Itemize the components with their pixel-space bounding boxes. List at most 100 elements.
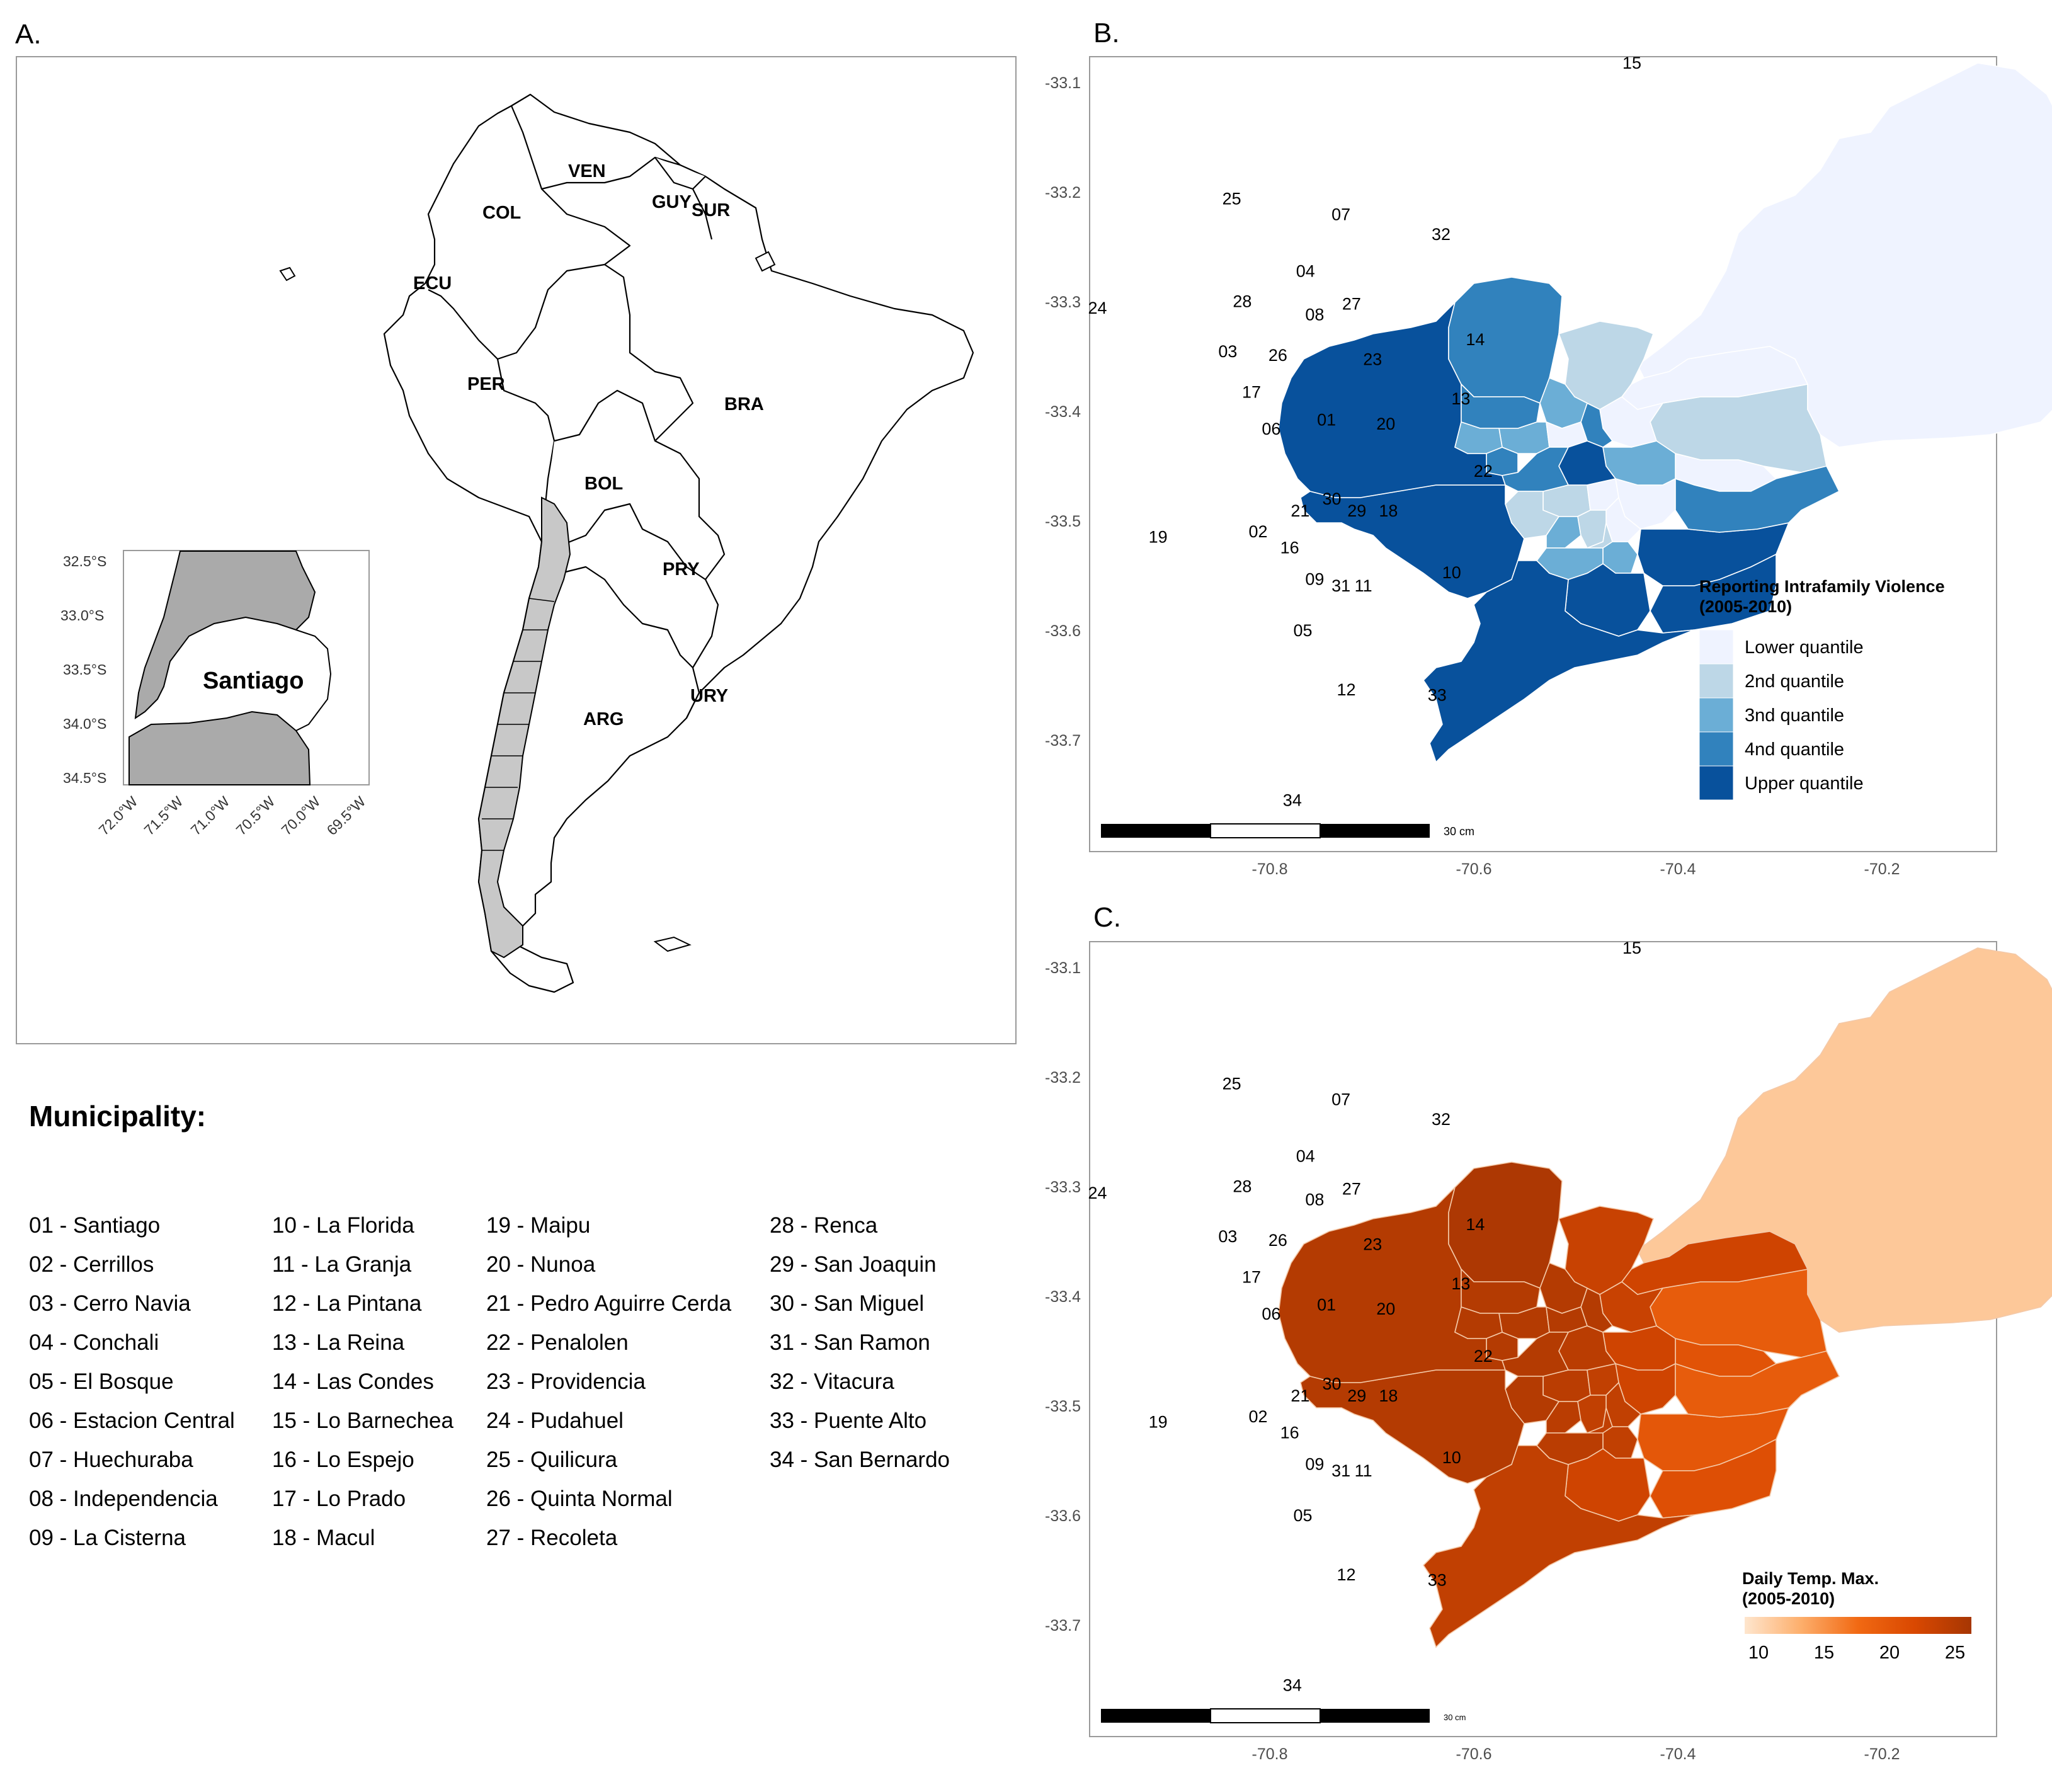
country-label-bra: BRA: [724, 394, 764, 414]
municipality-label-28: 28: [1233, 292, 1251, 311]
municipality-label-33: 33: [1428, 685, 1447, 704]
country-label-bol: BOL: [584, 474, 624, 494]
y-tick-label: -33.2: [1045, 184, 1081, 202]
municipality-column-3: 19 - Maipu 20 - Nunoa 21 - Pedro Aguirre C…: [486, 1206, 731, 1558]
municipality-label-26: 26: [1268, 346, 1287, 365]
municipality-label-21: 21: [1291, 501, 1309, 520]
municipality-06: [1501, 447, 1570, 492]
municipality-label-13: 13: [1451, 389, 1470, 408]
municipality-label-29: 29: [1347, 501, 1366, 520]
municipality-label-14: 14: [1466, 1215, 1485, 1234]
islands: [279, 251, 776, 952]
legend-daily-temp-max: Daily Temp. Max.(2005-2010) 10 15 20 25: [1742, 1569, 1971, 1663]
country-label-ury: URY: [690, 686, 729, 706]
municipality-label-24: 24: [1088, 299, 1107, 317]
municipality-label-23: 23: [1363, 350, 1382, 368]
chile-strip: [477, 496, 571, 959]
municipality-label-17: 17: [1242, 1268, 1261, 1287]
municipality-34: [1422, 560, 1695, 763]
country-label-per: PER: [467, 374, 505, 394]
inset-lon-tick: 70.5°W: [232, 793, 278, 839]
legend-subtitle: (2005-2010): [1699, 597, 1792, 616]
municipality-label-31: 31: [1331, 1461, 1350, 1480]
y-tick-label: -33.3: [1045, 1178, 1081, 1196]
inset-lon-tick: 70.0°W: [278, 793, 324, 839]
municipality-item: 28 - Renca: [770, 1213, 878, 1238]
municipality-item: 08 - Independencia: [29, 1487, 218, 1511]
country-label-ecu: ECU: [413, 273, 452, 294]
municipality-label-05: 05: [1294, 1506, 1313, 1525]
municipality-item: 24 - Pudahuel: [486, 1408, 624, 1433]
municipality-item: 16 - Lo Espejo: [272, 1447, 414, 1472]
municipality-item: 12 - La Pintana: [272, 1291, 422, 1316]
scale-bar: 30 cm: [1101, 1708, 1466, 1723]
municipality-label-09: 09: [1305, 569, 1324, 588]
country-label-pry: PRY: [663, 559, 700, 579]
municipality-05: [1536, 547, 1604, 580]
legend-swatch: [1699, 765, 1734, 801]
municipality-label-02: 02: [1248, 1407, 1267, 1426]
municipality-polygons: [1278, 947, 2052, 1648]
legend-tick: 15: [1814, 1643, 1834, 1663]
panel-b-choropleth: -33.1 -33.2 -33.3 -33.4 -33.5 -33.6 -33.7 -70.8…: [1045, 54, 2052, 878]
legend-title: Daily Temp. Max.: [1742, 1569, 1879, 1588]
x-tick-label: -70.8: [1252, 860, 1288, 878]
inset-lat-tick: 33.5°S: [63, 661, 107, 678]
municipality-item: 22 - Penalolen: [486, 1330, 629, 1355]
x-tick-label: -70.4: [1660, 1745, 1696, 1763]
municipality-label-13: 13: [1451, 1274, 1470, 1293]
scale-bar-label: 30 cm: [1444, 1713, 1466, 1722]
inset-santiago-label: Santiago: [203, 668, 304, 694]
municipality-item: 29 - San Joaquin: [770, 1252, 937, 1277]
municipality-label-07: 07: [1331, 1090, 1350, 1109]
municipality-item: 09 - La Cisterna: [29, 1526, 186, 1550]
municipality-label-22: 22: [1474, 462, 1493, 481]
municipality-09: [1577, 510, 1607, 549]
legend-label: Lower quantile: [1745, 637, 1864, 658]
municipality-34: [1422, 1445, 1695, 1648]
municipality-label-09: 09: [1305, 1454, 1324, 1473]
municipality-item: 21 - Pedro Aguirre Cerda: [486, 1291, 732, 1316]
inset-lat-tick: 32.5°S: [63, 553, 107, 569]
municipality-item: 32 - Vitacura: [770, 1369, 894, 1394]
y-tick-label: -33.5: [1045, 1398, 1081, 1415]
panel-a-letter: A.: [15, 19, 42, 50]
municipality-label-16: 16: [1280, 1423, 1299, 1442]
municipality-column-1: 01 - Santiago 02 - Cerrillos 03 - Cerro Na…: [29, 1206, 235, 1558]
municipality-label-04: 04: [1296, 1146, 1315, 1165]
municipality-label-19: 19: [1149, 1413, 1168, 1432]
municipality-item: 33 - Puente Alto: [770, 1408, 927, 1433]
municipality-label-24: 24: [1088, 1184, 1107, 1202]
legend-label: 4nd quantile: [1745, 739, 1844, 760]
municipality-item: 04 - Conchali: [29, 1330, 159, 1355]
country-label-ven: VEN: [568, 161, 606, 181]
legend-label: 3nd quantile: [1745, 705, 1844, 726]
y-tick-label: -33.1: [1045, 74, 1081, 92]
inset-lon-tick: 72.0°W: [95, 793, 141, 839]
municipality-label-08: 08: [1305, 1190, 1324, 1209]
municipality-label-06: 06: [1262, 419, 1280, 438]
municipality-label-18: 18: [1379, 1386, 1398, 1405]
panel-c-letter: C.: [1093, 902, 1121, 933]
municipality-item: 10 - La Florida: [272, 1213, 414, 1238]
municipality-item: 19 - Maipu: [486, 1213, 591, 1238]
x-tick-label: -70.6: [1456, 860, 1492, 878]
municipality-item: 13 - La Reina: [272, 1330, 405, 1355]
municipality-item: 20 - Nunoa: [486, 1252, 596, 1277]
legend-subtitle: (2005-2010): [1742, 1589, 1835, 1608]
municipality-item: 34 - San Bernardo: [770, 1447, 950, 1472]
municipality-label-03: 03: [1218, 342, 1237, 361]
municipality-item: 05 - El Bosque: [29, 1369, 174, 1394]
municipality-label-11: 11: [1355, 576, 1372, 595]
municipality-09: [1577, 1395, 1607, 1434]
inset-lat-tick: 34.5°S: [63, 770, 107, 786]
municipality-item: 11 - La Granja: [272, 1252, 412, 1277]
x-tick-label: -70.8: [1252, 1745, 1288, 1763]
municipality-label-05: 05: [1294, 621, 1313, 640]
municipality-label-11: 11: [1355, 1461, 1372, 1480]
municipality-item: 23 - Providencia: [486, 1369, 646, 1394]
inset-lon-tick: 69.5°W: [323, 793, 369, 839]
x-tick-label: -70.2: [1864, 1745, 1900, 1763]
municipality-label-23: 23: [1363, 1235, 1382, 1253]
municipality-label-25: 25: [1223, 189, 1241, 208]
